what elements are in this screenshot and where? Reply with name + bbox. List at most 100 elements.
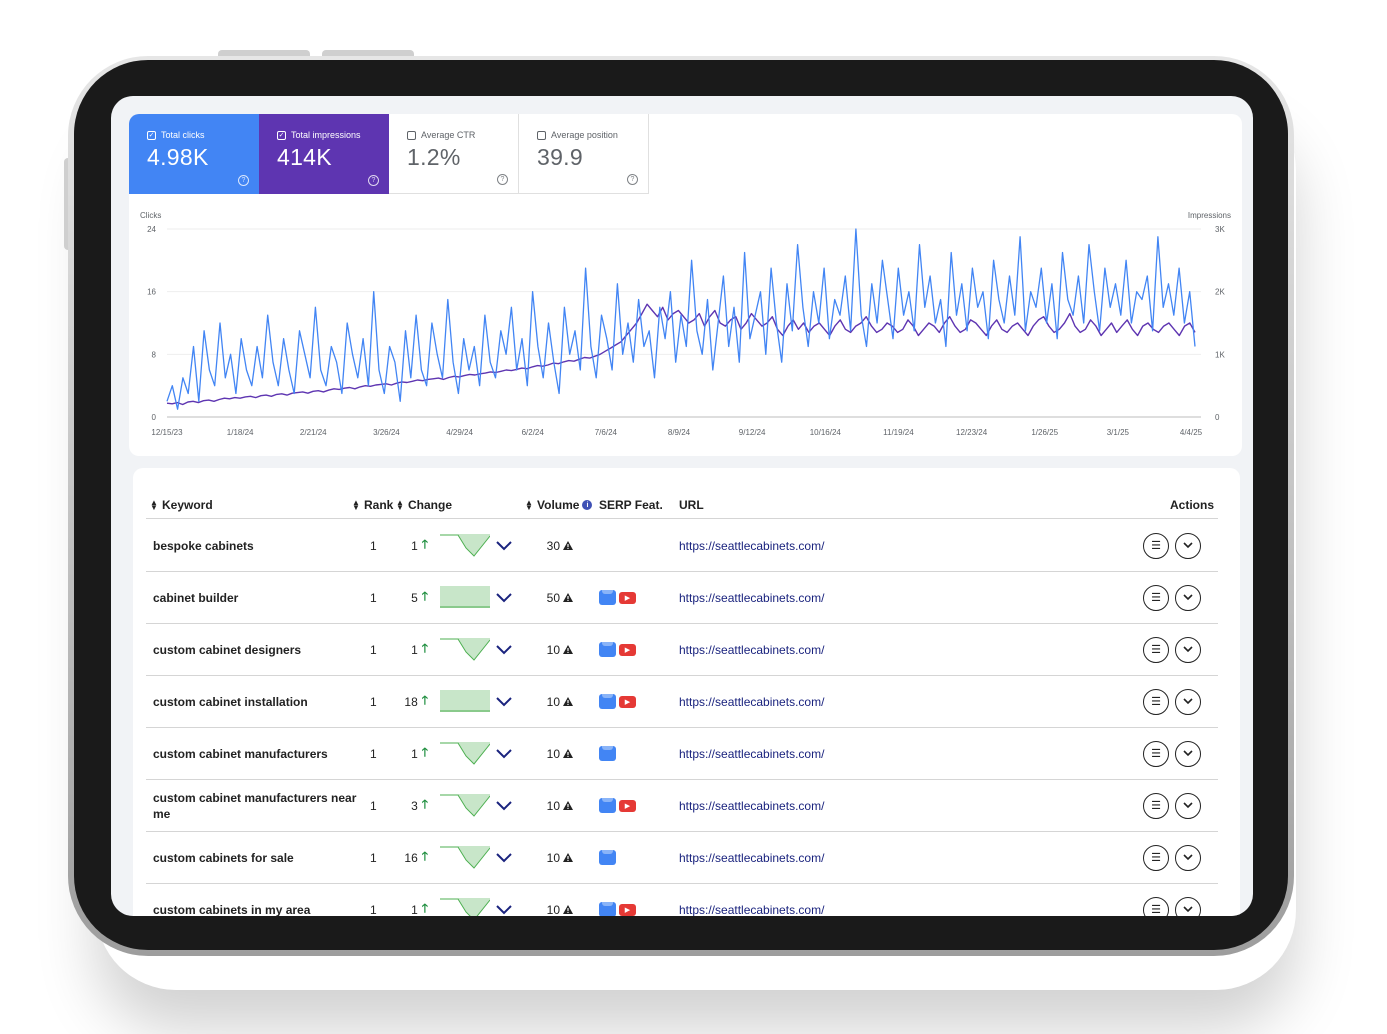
list-icon[interactable]: ☰ [1143, 584, 1169, 611]
sort-icon[interactable]: ▲ ▼ [396, 498, 404, 512]
list-icon[interactable]: ☰ [1143, 740, 1169, 767]
performance-chart[interactable]: Clicks Impressions 24 3K 16 2K 8 1K 0 0 12/15/23… [129, 204, 1242, 449]
chevron-down-icon[interactable] [496, 520, 512, 571]
table-row[interactable]: custom cabinet manufacturers near me 1 3 🡑 1… [146, 780, 1218, 832]
chevron-down-icon[interactable] [496, 780, 512, 831]
change-value: 1 [411, 746, 418, 761]
help-icon[interactable]: ? [627, 174, 638, 185]
serp-features-cell: ▶ [599, 572, 636, 623]
column-change[interactable]: ▲ ▼ Change [396, 498, 452, 512]
trend-sparkline [440, 832, 490, 883]
sort-icon[interactable]: ▲ ▼ [150, 498, 158, 512]
left-tick-label: 16 [147, 288, 156, 297]
change-cell: 1 🡑 [392, 520, 428, 571]
x-tick-label: 3/26/24 [373, 428, 400, 437]
checkbox-unchecked-icon[interactable] [537, 130, 546, 140]
url-link[interactable]: https://seattlecabinets.com/ [679, 902, 825, 917]
url-link[interactable]: https://seattlecabinets.com/ [679, 798, 825, 813]
volume-cell: 10 [533, 728, 573, 779]
right-tick-label: 2K [1215, 288, 1225, 297]
url-link[interactable]: https://seattlecabinets.com/ [679, 642, 825, 657]
warning-icon [563, 695, 573, 709]
expand-row-button[interactable] [1175, 844, 1201, 871]
table-row[interactable]: custom cabinets for sale 1 16 🡑 10 https://se… [146, 832, 1218, 884]
change-value: 1 [411, 902, 418, 917]
table-row[interactable]: custom cabinet manufacturers 1 1 🡑 10 https:/… [146, 728, 1218, 780]
average-position-tile[interactable]: Average position 39.9 ? [519, 114, 649, 194]
sort-icon[interactable]: ▲ ▼ [352, 498, 360, 512]
url-link[interactable]: https://seattlecabinets.com/ [679, 850, 825, 865]
checkbox-unchecked-icon[interactable] [407, 130, 416, 140]
x-tick-label: 12/23/24 [956, 428, 988, 437]
volume-value: 50 [546, 590, 560, 605]
x-tick-label: 4/4/25 [1180, 428, 1203, 437]
x-tick-label: 4/29/24 [446, 428, 473, 437]
checkbox-checked-icon[interactable]: ✓ [147, 130, 156, 140]
table-row[interactable]: custom cabinet designers 1 1 🡑 10 ▶ https://se… [146, 624, 1218, 676]
info-icon[interactable]: i [582, 500, 593, 510]
google-maps-icon [599, 850, 616, 865]
expand-row-button[interactable] [1175, 532, 1201, 559]
average-ctr-tile[interactable]: Average CTR 1.2% ? [389, 114, 519, 194]
trend-sparkline [440, 572, 490, 623]
chevron-down-icon[interactable] [496, 728, 512, 779]
list-icon[interactable]: ☰ [1143, 844, 1169, 871]
column-volume-label: Volume [537, 498, 580, 512]
expand-row-button[interactable] [1175, 896, 1201, 916]
table-row[interactable]: cabinet builder 1 5 🡑 50 ▶ https://seattlecabi… [146, 572, 1218, 624]
url-link[interactable]: https://seattlecabinets.com/ [679, 694, 825, 709]
youtube-icon: ▶ [619, 903, 636, 916]
column-keyword[interactable]: ▲ ▼ Keyword [150, 498, 213, 512]
arrow-up-icon: 🡑 [421, 641, 428, 655]
expand-row-button[interactable] [1175, 584, 1201, 611]
list-icon[interactable]: ☰ [1143, 636, 1169, 663]
column-rank[interactable]: ▲ ▼ Rank [352, 498, 393, 512]
checkbox-checked-icon[interactable]: ✓ [277, 130, 286, 140]
arrow-up-icon: 🡑 [421, 849, 428, 863]
help-icon[interactable]: ? [238, 175, 249, 186]
volume-cell: 10 [533, 884, 573, 916]
chevron-down-icon[interactable] [496, 676, 512, 727]
serp-features-cell: ▶ [599, 624, 636, 675]
list-icon[interactable]: ☰ [1143, 792, 1169, 819]
google-maps-icon [599, 590, 616, 605]
table-header: ▲ ▼ Keyword ▲ ▼ Rank ▲ ▼ Change ▲ ▼ Volume i SERP… [146, 496, 1218, 519]
rank-cell: 1 [370, 850, 377, 865]
expand-row-button[interactable] [1175, 792, 1201, 819]
chevron-down-icon[interactable] [496, 572, 512, 623]
chevron-down-icon[interactable] [496, 624, 512, 675]
table-row[interactable]: bespoke cabinets 1 1 🡑 30 https://seattlecabi… [146, 520, 1218, 572]
list-icon[interactable]: ☰ [1143, 896, 1169, 916]
expand-row-button[interactable] [1175, 636, 1201, 663]
chevron-down-icon[interactable] [496, 832, 512, 883]
help-icon[interactable]: ? [497, 174, 508, 185]
chevron-down-icon[interactable] [496, 884, 512, 916]
table-row[interactable]: custom cabinet installation 1 18 🡑 10 ▶ https:… [146, 676, 1218, 728]
youtube-icon: ▶ [619, 799, 636, 812]
expand-row-button[interactable] [1175, 740, 1201, 767]
url-link[interactable]: https://seattlecabinets.com/ [679, 746, 825, 761]
rank-cell: 1 [370, 642, 377, 657]
rank-cell: 1 [370, 538, 377, 553]
trend-sparkline [440, 624, 490, 675]
column-volume[interactable]: ▲ ▼ Volume i [525, 498, 593, 512]
keyword-cell: bespoke cabinets [153, 538, 254, 553]
expand-row-button[interactable] [1175, 688, 1201, 715]
table-row[interactable]: custom cabinets in my area 1 1 🡑 10 ▶ https://… [146, 884, 1218, 916]
volume-cell: 30 [533, 520, 573, 571]
warning-icon [563, 539, 573, 553]
rank-cell: 1 [370, 694, 377, 709]
url-link[interactable]: https://seattlecabinets.com/ [679, 538, 825, 553]
help-icon[interactable]: ? [368, 175, 379, 186]
list-icon[interactable]: ☰ [1143, 532, 1169, 559]
tablet-side-button [64, 158, 70, 250]
total-clicks-tile[interactable]: ✓ Total clicks 4.98K ? [129, 114, 259, 194]
grid-lines [167, 228, 1201, 418]
sort-icon[interactable]: ▲ ▼ [525, 498, 533, 512]
youtube-icon: ▶ [619, 591, 636, 604]
left-axis-label: Clicks [140, 211, 161, 220]
total-impressions-tile[interactable]: ✓ Total impressions 414K ? [259, 114, 389, 194]
column-change-label: Change [408, 498, 453, 512]
list-icon[interactable]: ☰ [1143, 688, 1169, 715]
url-link[interactable]: https://seattlecabinets.com/ [679, 590, 825, 605]
